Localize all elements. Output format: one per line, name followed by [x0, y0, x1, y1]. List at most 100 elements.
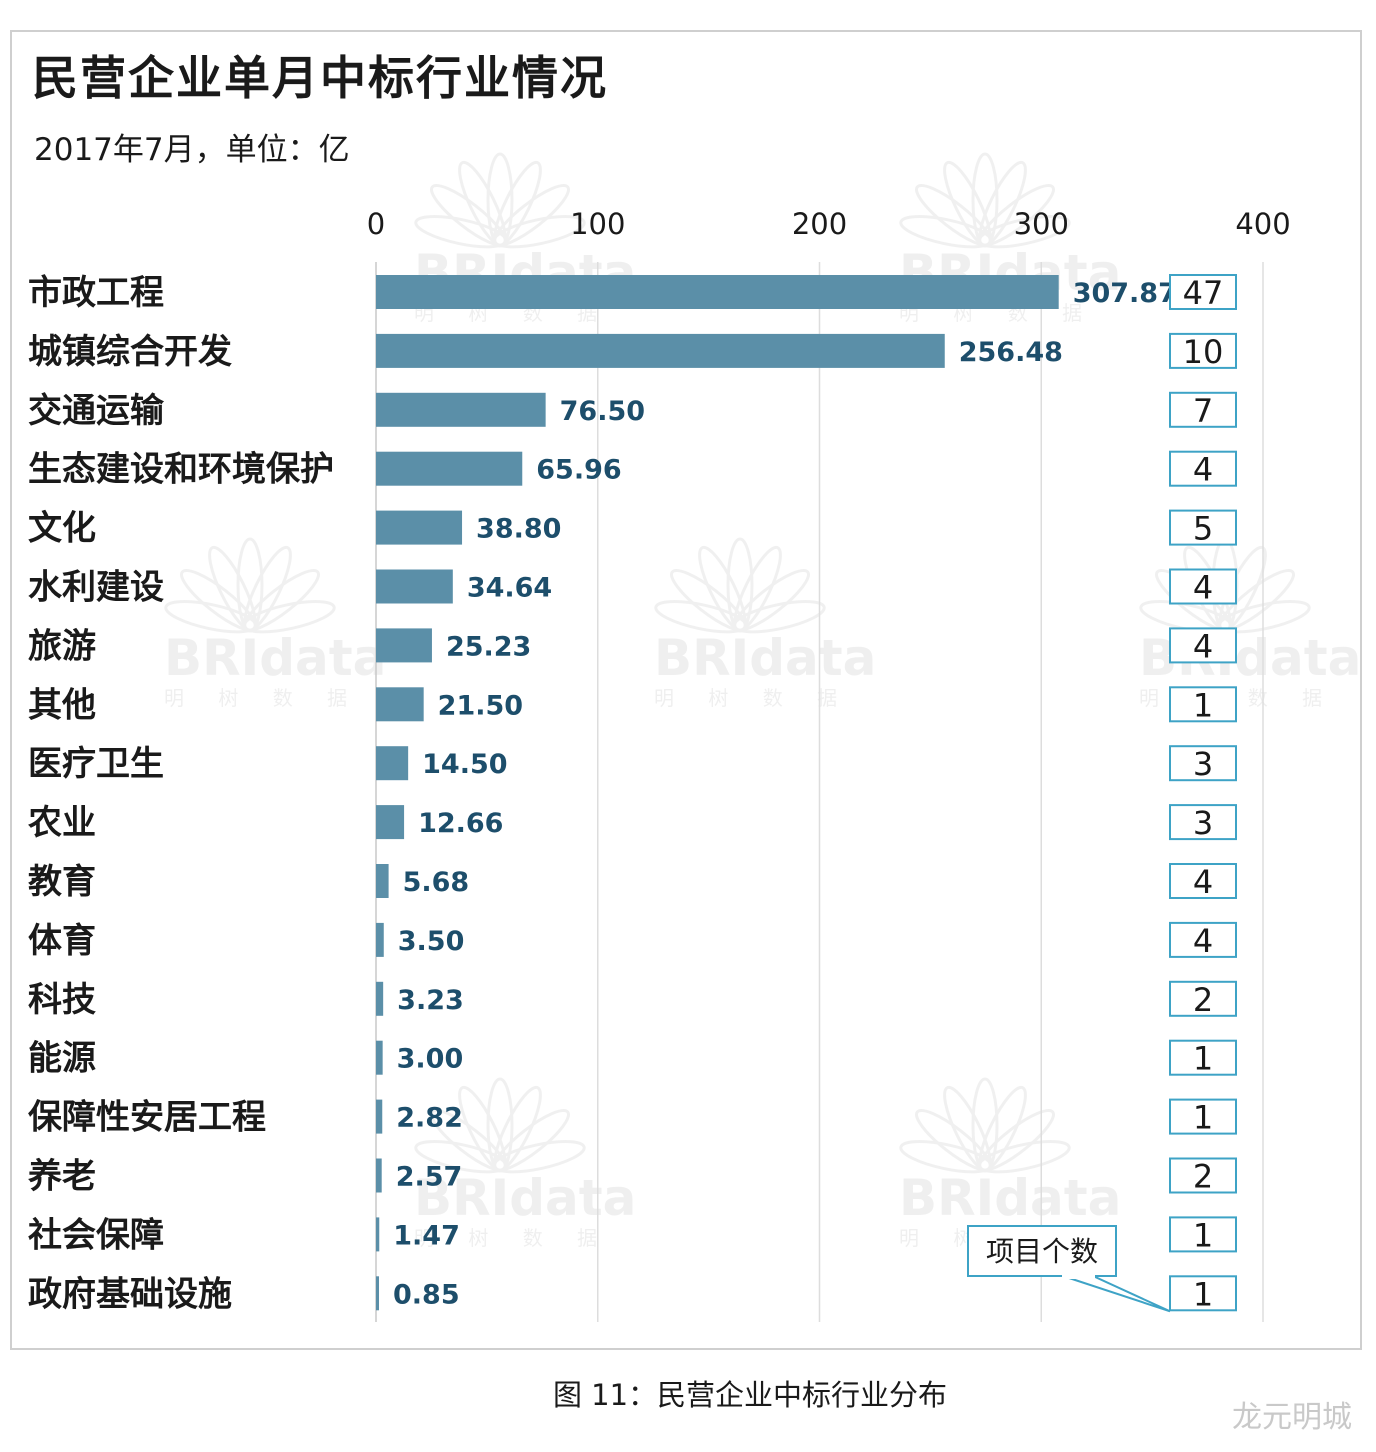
bar: [376, 1217, 380, 1252]
count-box: [1169, 1216, 1237, 1253]
watermark-leaf-icon: [243, 545, 292, 633]
watermark-leaf-icon: [978, 160, 1027, 248]
count-box: [1169, 745, 1237, 782]
watermark-leaf-icon: [1217, 600, 1311, 634]
category-label: 保障性安居工程: [28, 1098, 266, 1138]
count-box: [1169, 509, 1237, 546]
count-label: 1: [1193, 1275, 1213, 1313]
value-label: 14.50: [422, 749, 507, 780]
value-label: 5.68: [403, 867, 470, 898]
count-label: 1: [1193, 686, 1213, 724]
figure-caption: 图 11：民营企业中标行业分布: [552, 1378, 948, 1412]
count-box: [1169, 686, 1237, 723]
watermark-leaf-icon: [899, 1140, 993, 1174]
watermark-leaf-icon: [914, 184, 992, 247]
count-label: 4: [1193, 863, 1213, 901]
footer-watermark: 龙元明城: [1232, 1400, 1352, 1435]
count-label: 3: [1193, 745, 1213, 783]
watermark-leaf-icon: [732, 600, 826, 634]
watermark-leaf-icon: [914, 1109, 992, 1172]
x-tick-label: 100: [570, 207, 625, 241]
bar: [376, 275, 1059, 309]
category-label: 其他: [28, 685, 96, 725]
x-tick-label: 200: [792, 207, 847, 241]
count-box: [1169, 627, 1237, 664]
watermark-leaf-icon: [493, 184, 571, 247]
value-label: 25.23: [446, 631, 531, 662]
watermark-leaf-icon: [486, 152, 514, 248]
watermark-sub: 明 树 数 据: [654, 686, 851, 710]
watermark-leaf-icon: [733, 545, 782, 633]
count-label: 4: [1193, 922, 1213, 960]
watermark-leaf-icon: [493, 1109, 571, 1172]
watermark-leaf-icon: [236, 537, 264, 633]
bar: [376, 1040, 383, 1075]
value-label: 1.47: [393, 1220, 460, 1251]
callout-joint: [1062, 1273, 1095, 1279]
category-label: 政府基础设施: [28, 1274, 232, 1314]
bar: [376, 1099, 383, 1134]
category-label: 能源: [28, 1039, 96, 1079]
watermark-leaf-icon: [943, 160, 992, 248]
category-label: 市政工程: [28, 273, 164, 313]
chart-subtitle: 2017年7月，单位：亿: [34, 132, 350, 168]
category-label: 农业: [28, 803, 96, 843]
value-label: 2.82: [396, 1103, 463, 1134]
bar: [376, 333, 945, 368]
value-label: 3.00: [397, 1044, 464, 1075]
count-label: 2: [1193, 981, 1213, 1019]
count-box: [1169, 1098, 1237, 1135]
value-label: 21.50: [438, 690, 523, 721]
bar: [376, 392, 546, 427]
watermark-leaf-icon: [726, 537, 754, 633]
watermark-leaf-icon: [164, 600, 258, 634]
watermark-brand: BRIdata: [164, 629, 386, 687]
count-box: [1169, 921, 1237, 958]
count-label: 2: [1193, 1158, 1213, 1196]
bar: [376, 805, 405, 840]
count-label: 1: [1193, 1216, 1213, 1254]
watermark-sub: 明 树 数 据: [1139, 686, 1336, 710]
callout-box: [967, 1225, 1117, 1277]
category-label: 医疗卫生: [28, 744, 164, 784]
watermark-leaf-icon: [943, 1085, 992, 1173]
count-label: 10: [1183, 333, 1224, 371]
count-label: 1: [1193, 1099, 1213, 1137]
value-label: 38.80: [476, 514, 561, 545]
watermark-leaf-icon: [971, 1077, 999, 1173]
value-label: 34.64: [467, 573, 552, 604]
watermark-leaf-icon: [242, 600, 336, 634]
category-label: 旅游: [28, 626, 96, 666]
watermark-leaf-icon: [493, 1085, 542, 1173]
x-tick-label: 0: [367, 207, 385, 241]
watermark-leaf-icon: [971, 152, 999, 248]
watermark-leaf-icon: [669, 569, 747, 632]
count-label: 4: [1193, 569, 1213, 607]
watermark-leaf-icon: [978, 1109, 1056, 1172]
count-box: [1169, 980, 1237, 1017]
watermark-leaf-icon: [492, 1140, 586, 1174]
value-label: 76.50: [560, 396, 645, 427]
count-box: [1169, 450, 1237, 487]
category-label: 生态建设和环境保护: [28, 450, 334, 490]
count-box: [1169, 568, 1237, 605]
x-tick-label: 300: [1014, 207, 1069, 241]
watermark-leaf-icon: [243, 569, 321, 632]
x-tick-label: 400: [1235, 207, 1290, 241]
watermark-leaf-icon: [414, 215, 508, 249]
watermark-leaf-icon: [414, 1140, 508, 1174]
watermark-leaf-icon: [977, 215, 1071, 249]
category-label: 文化: [28, 509, 96, 549]
count-box: [1169, 391, 1237, 428]
count-label: 4: [1193, 451, 1213, 489]
bar: [376, 687, 424, 722]
value-label: 256.48: [959, 337, 1063, 368]
category-label: 交通运输: [28, 391, 165, 431]
value-label: 12.66: [418, 808, 503, 839]
watermark-leaf-icon: [458, 160, 507, 248]
category-label: 社会保障: [28, 1215, 164, 1255]
count-box: [1169, 1275, 1237, 1312]
count-box: [1169, 804, 1237, 841]
category-label: 科技: [28, 980, 96, 1020]
